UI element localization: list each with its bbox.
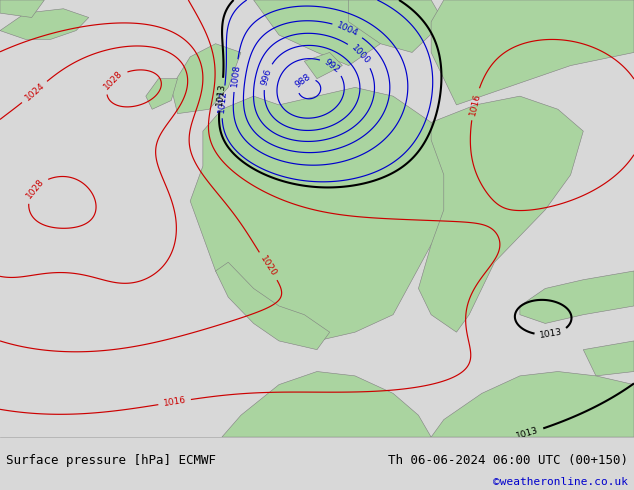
Text: 1000: 1000 bbox=[349, 43, 372, 66]
Text: 1013: 1013 bbox=[539, 328, 563, 341]
Text: 1004: 1004 bbox=[335, 21, 360, 38]
Polygon shape bbox=[254, 0, 393, 66]
Polygon shape bbox=[0, 9, 89, 39]
Polygon shape bbox=[171, 44, 241, 114]
Polygon shape bbox=[216, 262, 330, 350]
Text: 1013: 1013 bbox=[216, 82, 227, 106]
Text: 1013: 1013 bbox=[515, 426, 540, 441]
Polygon shape bbox=[431, 371, 634, 437]
Text: 1012: 1012 bbox=[217, 90, 228, 114]
Text: 1016: 1016 bbox=[162, 396, 186, 408]
Text: Surface pressure [hPa] ECMWF: Surface pressure [hPa] ECMWF bbox=[6, 454, 216, 467]
Text: 996: 996 bbox=[260, 67, 273, 86]
Polygon shape bbox=[583, 341, 634, 376]
Text: 1024: 1024 bbox=[23, 81, 46, 103]
Polygon shape bbox=[520, 271, 634, 323]
Text: 988: 988 bbox=[293, 73, 312, 90]
Polygon shape bbox=[190, 87, 469, 341]
Text: 1008: 1008 bbox=[230, 64, 242, 88]
Polygon shape bbox=[0, 0, 44, 18]
Text: 1016: 1016 bbox=[468, 92, 482, 116]
Text: Th 06-06-2024 06:00 UTC (00+150): Th 06-06-2024 06:00 UTC (00+150) bbox=[387, 454, 628, 467]
Text: 1028: 1028 bbox=[24, 177, 46, 200]
Text: 1020: 1020 bbox=[258, 254, 278, 278]
Text: 1028: 1028 bbox=[102, 69, 124, 91]
Polygon shape bbox=[349, 0, 444, 52]
Polygon shape bbox=[146, 79, 178, 109]
Polygon shape bbox=[431, 0, 634, 105]
Polygon shape bbox=[304, 52, 342, 79]
Text: 992: 992 bbox=[323, 57, 342, 74]
Polygon shape bbox=[418, 96, 583, 332]
Polygon shape bbox=[222, 371, 431, 437]
Text: ©weatheronline.co.uk: ©weatheronline.co.uk bbox=[493, 477, 628, 488]
